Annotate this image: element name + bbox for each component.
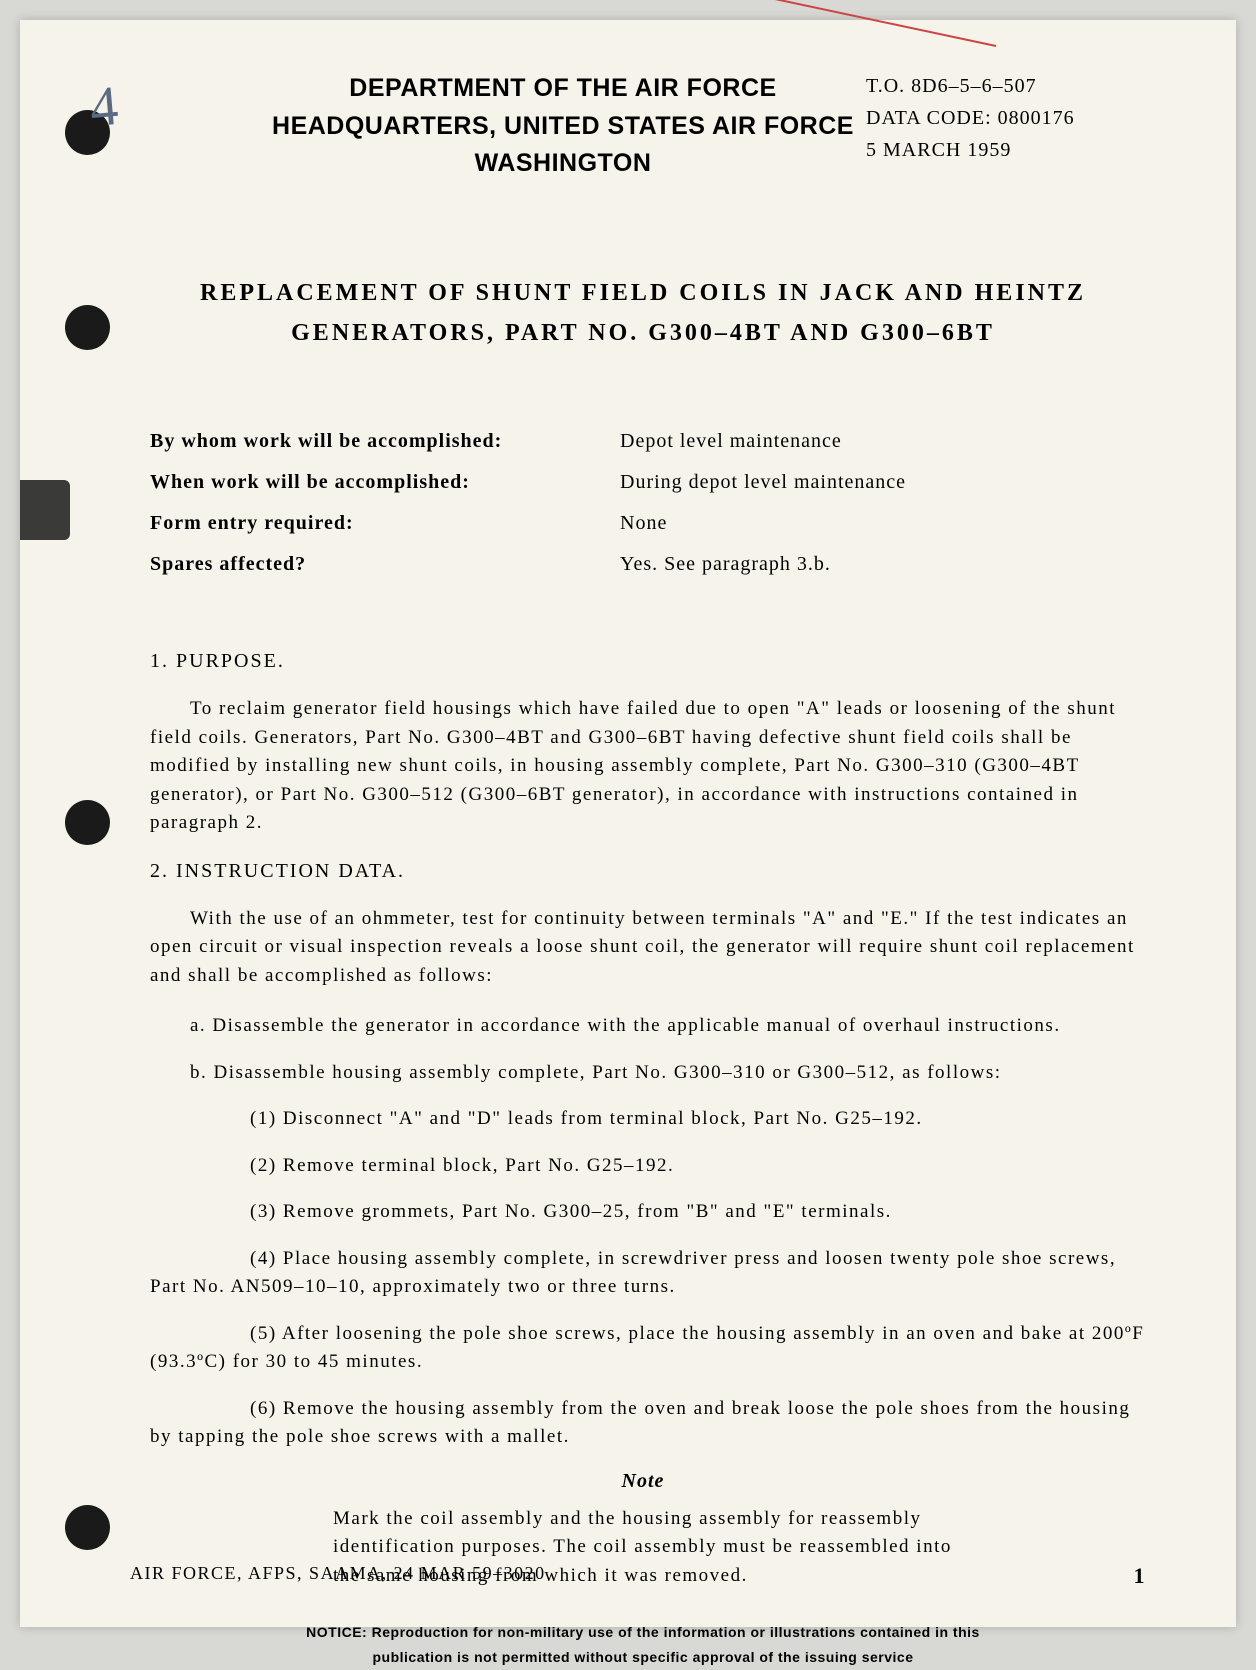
title-line-1: REPLACEMENT OF SHUNT FIELD COILS IN JACK… <box>180 273 1106 314</box>
header-center: DEPARTMENT OF THE AIR FORCE HEADQUARTERS… <box>140 70 866 183</box>
instruction-intro: With the use of an ohmmeter, test for co… <box>150 905 1146 991</box>
info-value: During depot level maintenance <box>620 471 906 494</box>
info-label: Spares affected? <box>150 553 620 576</box>
dept-line-1: DEPARTMENT OF THE AIR FORCE <box>260 70 866 108</box>
document-page: 4 DEPARTMENT OF THE AIR FORCE HEADQUARTE… <box>20 20 1236 1627</box>
instruction-sub-1: (1) Disconnect "A" and "D" leads from te… <box>250 1105 1146 1134</box>
purpose-body: To reclaim generator field housings whic… <box>150 695 1146 838</box>
punch-hole <box>65 800 110 845</box>
to-number: T.O. 8D6–5–6–507 <box>866 70 1146 102</box>
info-label: Form entry required: <box>150 512 620 535</box>
section-heading-instruction: 2. INSTRUCTION DATA. <box>150 860 1146 883</box>
info-value: Yes. See paragraph 3.b. <box>620 553 831 576</box>
document-header: DEPARTMENT OF THE AIR FORCE HEADQUARTERS… <box>140 70 1146 183</box>
info-row: By whom work will be accomplished: Depot… <box>150 430 1146 453</box>
instruction-sub-6: (6) Remove the housing assembly from the… <box>150 1395 1146 1452</box>
page-number: 1 <box>1134 1563 1147 1589</box>
header-right: T.O. 8D6–5–6–507 DATA CODE: 0800176 5 MA… <box>866 70 1146 166</box>
info-value: None <box>620 512 667 535</box>
dept-line-2: HEADQUARTERS, UNITED STATES AIR FORCE <box>260 108 866 146</box>
notice-line-1: Reproduction for non-military use of the… <box>372 1624 980 1640</box>
page-footer: AIR FORCE, AFPS, SAAMA, 24 MAR 59–3020 1 <box>130 1563 1146 1589</box>
info-label: By whom work will be accomplished: <box>150 430 620 453</box>
info-row: When work will be accomplished: During d… <box>150 471 1146 494</box>
handwritten-annotation: 4 <box>87 74 120 140</box>
title-line-2: GENERATORS, PART NO. G300–4BT AND G300–6… <box>180 313 1106 354</box>
instruction-sub-5: (5) After loosening the pole shoe screws… <box>150 1320 1146 1377</box>
info-value: Depot level maintenance <box>620 430 842 453</box>
side-tab <box>20 480 70 540</box>
document-title: REPLACEMENT OF SHUNT FIELD COILS IN JACK… <box>140 273 1146 355</box>
notice-label: NOTICE: <box>306 1624 367 1640</box>
document-date: 5 MARCH 1959 <box>866 134 1146 166</box>
instruction-item-a: a. Disassemble the generator in accordan… <box>190 1012 1146 1041</box>
instruction-sub-4: (4) Place housing assembly complete, in … <box>150 1245 1146 1302</box>
info-label: When work will be accomplished: <box>150 471 620 494</box>
info-row: Form entry required: None <box>150 512 1146 535</box>
dept-line-3: WASHINGTON <box>260 145 866 183</box>
info-row: Spares affected? Yes. See paragraph 3.b. <box>150 553 1146 576</box>
data-code: DATA CODE: 0800176 <box>866 102 1146 134</box>
red-pen-line <box>732 0 997 47</box>
punch-hole <box>65 305 110 350</box>
punch-hole <box>65 1505 110 1550</box>
instruction-sub-3: (3) Remove grommets, Part No. G300–25, f… <box>250 1198 1146 1227</box>
note-label: Note <box>140 1470 1146 1493</box>
reproduction-notice: NOTICE: Reproduction for non-military us… <box>140 1620 1146 1670</box>
info-table: By whom work will be accomplished: Depot… <box>150 430 1146 576</box>
footer-left: AIR FORCE, AFPS, SAAMA, 24 MAR 59–3020 <box>130 1563 546 1589</box>
instruction-item-b: b. Disassemble housing assembly complete… <box>190 1059 1146 1088</box>
notice-line-2: publication is not permitted without spe… <box>372 1649 913 1665</box>
instruction-sub-2: (2) Remove terminal block, Part No. G25–… <box>250 1152 1146 1181</box>
section-heading-purpose: 1. PURPOSE. <box>150 650 1146 673</box>
